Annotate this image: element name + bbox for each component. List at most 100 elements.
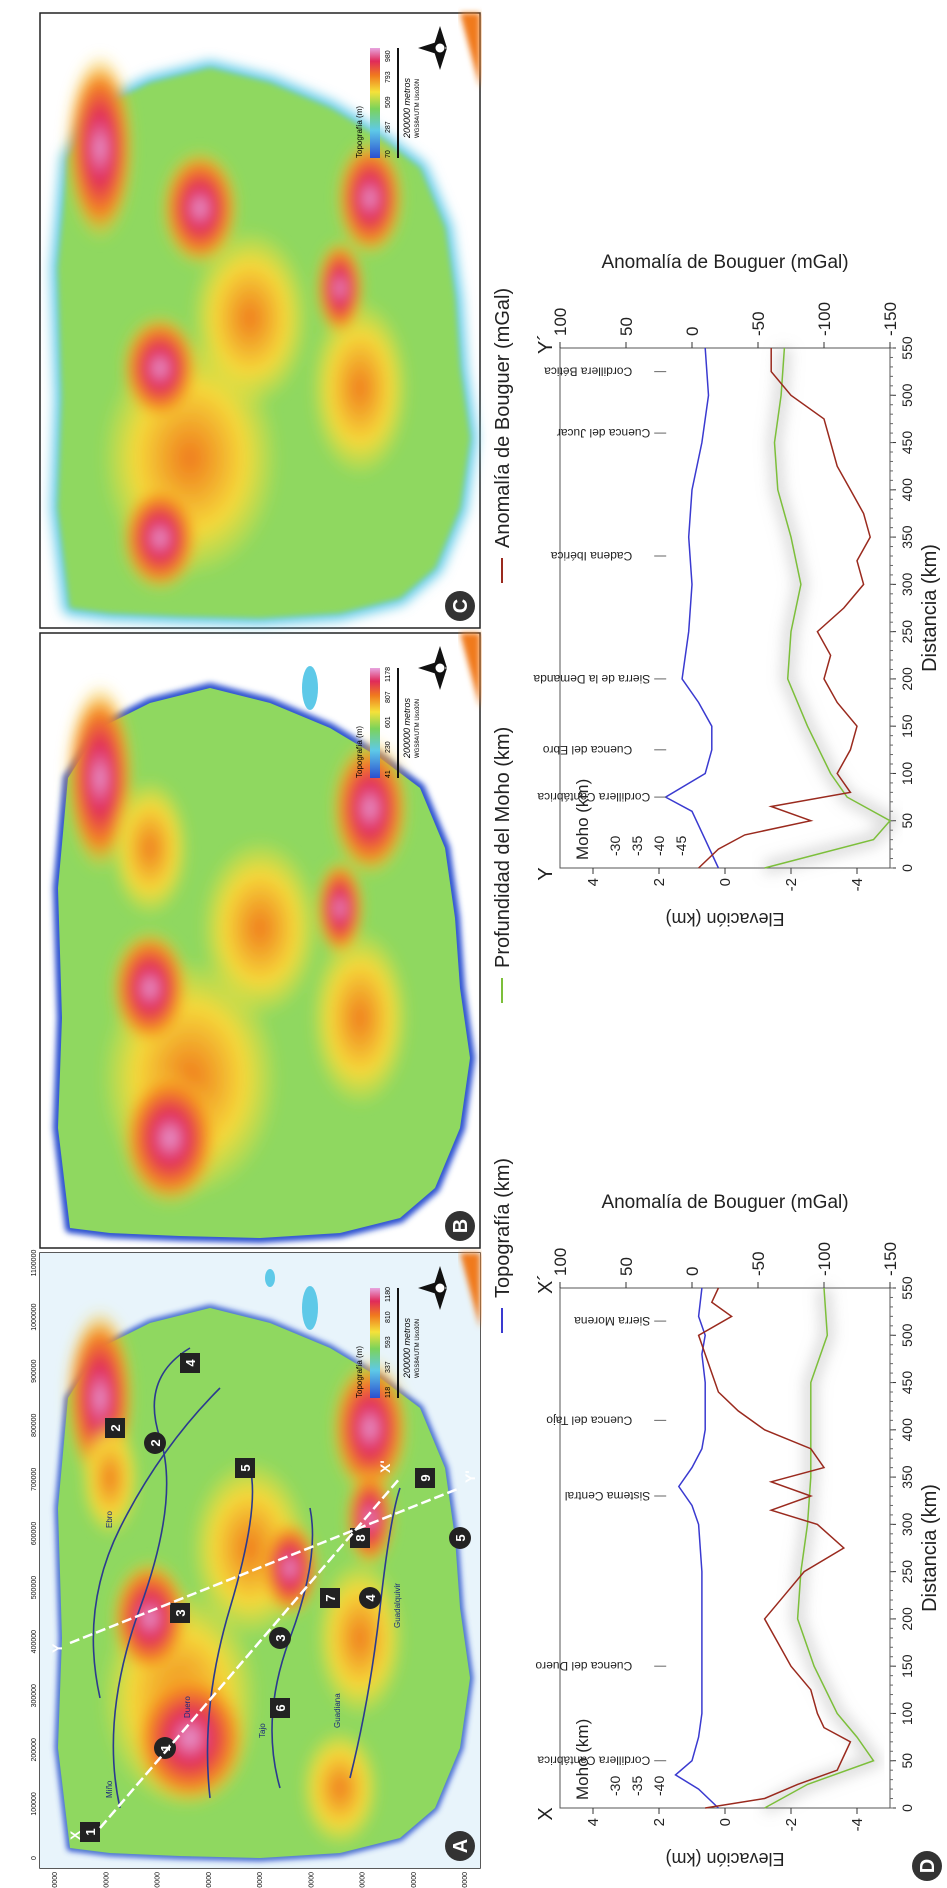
marker-square: 7 (323, 1594, 338, 1601)
y-right-tick-label: -50 (749, 1251, 768, 1276)
legend-tick: 601 (385, 716, 392, 728)
marker-square: 9 (418, 1474, 433, 1481)
series-legend: Topografía (km) Profundidad del Moho (km… (492, 288, 514, 1333)
profile-y: 050100150200250300350400450500550Distanc… (533, 252, 941, 929)
x-tick-label: 0 (899, 864, 915, 872)
moho-tick-label: -45 (673, 836, 689, 856)
annotation-label: Sistema Central (565, 1489, 650, 1503)
north-arrow-icon (418, 646, 447, 690)
profile-end-label: X´ (535, 1274, 557, 1294)
river-label: Guadiana (333, 1693, 342, 1728)
north-arrow-icon (418, 1266, 447, 1310)
x-tick-label: 550 (899, 1276, 915, 1300)
y-left-tick-label: 0 (717, 878, 734, 886)
river-label: Ebro (105, 1511, 114, 1528)
x-tick-label: 550 (899, 336, 915, 360)
x-axis-label: Distancia (km) (919, 544, 941, 672)
legend-item-topo: Topografía (km) (492, 1158, 514, 1298)
x-tick-label: 200 (899, 667, 915, 691)
y-right-tick-label: -100 (815, 1242, 834, 1276)
annotation-label: Cuenca del Tajo (546, 1413, 632, 1427)
marker-circle: 3 (273, 1634, 288, 1641)
y-right-tick-label: 100 (551, 1248, 570, 1276)
profile-point: X' (377, 1460, 393, 1473)
series-line-1 (764, 1287, 875, 1809)
annotation-label: Sierra Morena (574, 1314, 650, 1328)
legend-tick: 980 (385, 50, 392, 62)
x-tick-label: 100 (899, 762, 915, 786)
scale-label: 200000 metros (402, 697, 412, 759)
x-tick-label: 50 (899, 813, 915, 829)
y-left-tick-label: 2 (651, 1818, 668, 1826)
series-line-2 (697, 1287, 852, 1809)
legend-c: Topografía (m) 70 287 509 793 980 200000… (355, 48, 421, 158)
legend-title: Topografía (m) (355, 106, 364, 158)
profile-point: X (67, 1830, 83, 1840)
marker-circle: 5 (453, 1534, 468, 1541)
moho-tick-label: -35 (629, 836, 645, 856)
x-tick-label: 150 (899, 714, 915, 738)
map-x-tick: 700000 (31, 1468, 38, 1491)
x-tick-label: 300 (899, 1512, 915, 1536)
y-right-tick-label: 50 (617, 1257, 636, 1276)
legend-tick: 810 (385, 1311, 392, 1323)
projection: WGS84/UTM Uso30N (415, 699, 421, 758)
annotation-label: Cuenca del Ebro (542, 743, 632, 757)
marker-square: 4 (183, 1359, 198, 1367)
panel-d: D 050100150200250300350400450500550Dista… (533, 252, 942, 1881)
moho-tick-label: -40 (651, 836, 667, 856)
annotation-label: Cuenca del Duero (535, 1659, 632, 1673)
y-right-tick-label: -150 (881, 302, 900, 336)
x-tick-label: 400 (899, 478, 915, 502)
y-left-tick-label: -2 (783, 878, 800, 891)
profile-point: Y' (462, 1470, 478, 1483)
y-right-tick-label: 50 (617, 317, 636, 336)
moho-shadow (761, 1287, 885, 1815)
scale-label: 200000 metros (402, 1317, 412, 1379)
north-arrow-icon (418, 26, 447, 70)
legend-tick: 593 (385, 1336, 392, 1348)
profile-end-label: Y´ (535, 334, 557, 354)
map-y-tick: 4000000 (462, 1872, 469, 1888)
panel-c: Topografía (m) 70 287 509 793 980 200000… (39, 12, 481, 629)
map-x-tick: 500000 (31, 1576, 38, 1599)
panel-label-a: A (450, 1839, 472, 1853)
river-label: Duero (183, 1696, 192, 1718)
legend-tick: 41 (385, 770, 392, 778)
x-tick-label: 250 (899, 620, 915, 644)
marker-circle: 1 (158, 1744, 173, 1751)
x-tick-label: 250 (899, 1560, 915, 1584)
y-left-tick-label: 4 (585, 878, 602, 886)
panel-a: 1 2 3 4 5 6 7 8 9 1 2 3 4 5 Miño Duero (31, 1250, 481, 1888)
legend-item-bouguer: Anomalía de Bouguer (mGal) (492, 288, 514, 548)
annotation-label: Sierra de la Demanda (533, 672, 650, 686)
map-x-tick: 1000000 (31, 1303, 38, 1330)
panel-label-b: B (450, 1219, 472, 1233)
x-tick-label: 450 (899, 431, 915, 455)
map-x-tick: 100000 (31, 1792, 38, 1815)
river-label: Miño (105, 1780, 114, 1798)
legend-tick: 287 (385, 121, 392, 133)
y-right-tick-label: -50 (749, 311, 768, 336)
x-tick-label: 500 (899, 1323, 915, 1347)
profile-point: Y (49, 1643, 65, 1653)
legend-tick: 1178 (385, 667, 392, 682)
y-left-axis-label: Elevación (km) (665, 909, 784, 929)
x-axis-label: Distancia (km) (919, 1484, 941, 1612)
moho-label: Moho (km) (573, 779, 592, 860)
legend-title: Topografía (m) (355, 726, 364, 778)
map-y-tick: 4300000 (308, 1872, 315, 1888)
x-tick-label: 50 (899, 1753, 915, 1769)
map-x-tick: 300000 (31, 1684, 38, 1707)
y-right-axis-label: Anomalía de Bouguer (mGal) (601, 252, 848, 273)
x-tick-label: 500 (899, 383, 915, 407)
river-label: Guadalquivir (393, 1583, 402, 1628)
legend-tick: 70 (385, 150, 392, 158)
annotation-label: Cordillera Cantábrica (537, 1754, 650, 1768)
profile-start-label: Y (535, 867, 557, 880)
annotation-label: Cuenca del Jucar (557, 426, 650, 440)
x-tick-label: 450 (899, 1371, 915, 1395)
map-x-tick: 800000 (31, 1413, 38, 1436)
map-x-tick: 900000 (31, 1359, 38, 1382)
panel-b: Topografía (m) 41 230 601 807 1178 20000… (39, 632, 481, 1249)
